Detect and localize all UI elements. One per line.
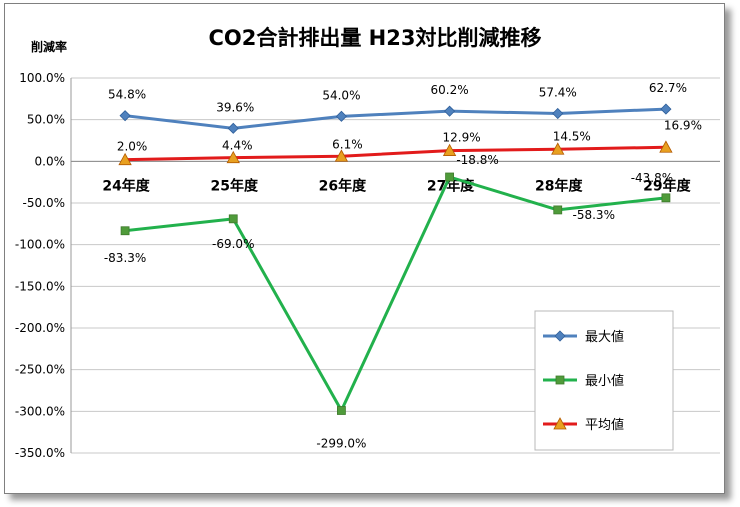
series-line — [124, 107, 666, 130]
triangle-marker — [442, 143, 457, 156]
data-label: 57.4% — [539, 86, 577, 100]
data-label: -58.3% — [573, 208, 615, 222]
triangle-marker — [118, 152, 132, 166]
y-tick-label: 0.0% — [35, 154, 66, 168]
data-label: 54.8% — [108, 88, 146, 102]
data-label: -83.3% — [104, 251, 146, 265]
x-tick-label: 28年度 — [535, 177, 583, 194]
data-label: 14.5% — [553, 129, 591, 143]
chart-title: CO2合計排出量 H23対比削減推移 — [209, 26, 542, 50]
square-marker — [553, 205, 563, 215]
diamond-marker — [660, 103, 672, 115]
diamond-marker — [552, 107, 564, 120]
series-line — [124, 175, 667, 412]
diamond-marker — [119, 110, 131, 122]
data-label: -18.8% — [456, 153, 498, 167]
diamond-marker — [227, 122, 239, 134]
diamond-marker — [335, 110, 347, 122]
diamond-marker — [444, 105, 456, 117]
data-label: 12.9% — [443, 131, 481, 145]
square-marker — [337, 406, 346, 415]
y-tick-label: -300.0% — [15, 404, 65, 418]
series-line — [125, 145, 666, 162]
y-tick-label: -50.0% — [23, 196, 65, 210]
square-marker — [661, 193, 671, 203]
chart-canvas: CO2合計排出量 H23対比削減推移 削減率 100.0% 50.0% 0.0% -5… — [15, 26, 720, 460]
data-label: 54.0% — [322, 88, 360, 102]
data-label: 2.0% — [117, 140, 148, 154]
data-label: 62.7% — [649, 81, 687, 95]
legend-label: 平均値 — [585, 417, 624, 433]
legend-label: 最小値 — [585, 373, 624, 389]
x-tick-label: 29年度 — [643, 177, 691, 194]
y-tick-label: 50.0% — [27, 113, 65, 127]
y-tick-label: -250.0% — [15, 363, 65, 377]
square-marker — [445, 172, 454, 182]
data-label: -69.0% — [212, 237, 254, 251]
y-tick-label: -150.0% — [15, 279, 65, 293]
square-marker — [555, 375, 565, 385]
series-3 — [118, 140, 673, 166]
data-label: -299.0% — [316, 437, 366, 451]
triangle-marker — [553, 417, 567, 430]
data-label: 16.9% — [664, 118, 702, 132]
data-label: 60.2% — [431, 83, 469, 97]
data-labels: 54.8% 39.6% 54.0% 60.2% 57.4% 62.7% -83.3% -69.… — [104, 81, 702, 450]
x-axis-ticks: 24年度 25年度 26年度 27年度 28年度 29年度 — [102, 177, 691, 194]
series-2 — [120, 172, 671, 415]
series-1 — [119, 103, 672, 134]
chart-frame: CO2合計排出量 H23対比削減推移 削減率 100.0% 50.0% 0.0% -5… — [4, 3, 725, 494]
series-layer — [118, 103, 673, 415]
data-label: 39.6% — [216, 100, 254, 114]
y-tick-label: -200.0% — [15, 321, 65, 335]
data-label: 6.1% — [332, 137, 363, 151]
y-tick-label: -350.0% — [15, 446, 65, 460]
gridlines — [70, 77, 720, 454]
square-marker — [120, 226, 130, 236]
x-tick-label: 25年度 — [211, 177, 259, 194]
triangle-marker — [226, 150, 240, 164]
x-tick-label: 24年度 — [102, 177, 150, 194]
diamond-marker — [554, 330, 566, 342]
data-label: -43.8% — [631, 171, 673, 185]
legend-label: 最大値 — [585, 329, 624, 345]
y-tick-label: -100.0% — [15, 238, 65, 252]
data-label: 4.4% — [222, 139, 253, 153]
y-axis-ticks: 100.0% 50.0% 0.0% -50.0% -100.0% -150.0% -200.… — [15, 71, 65, 460]
triangle-marker — [659, 140, 673, 153]
y-tick-label: 100.0% — [19, 71, 65, 85]
triangle-marker — [334, 149, 349, 162]
x-tick-label: 26年度 — [319, 177, 367, 194]
square-marker — [228, 214, 238, 224]
triangle-marker — [551, 142, 565, 155]
y-axis-label: 削減率 — [31, 39, 67, 54]
